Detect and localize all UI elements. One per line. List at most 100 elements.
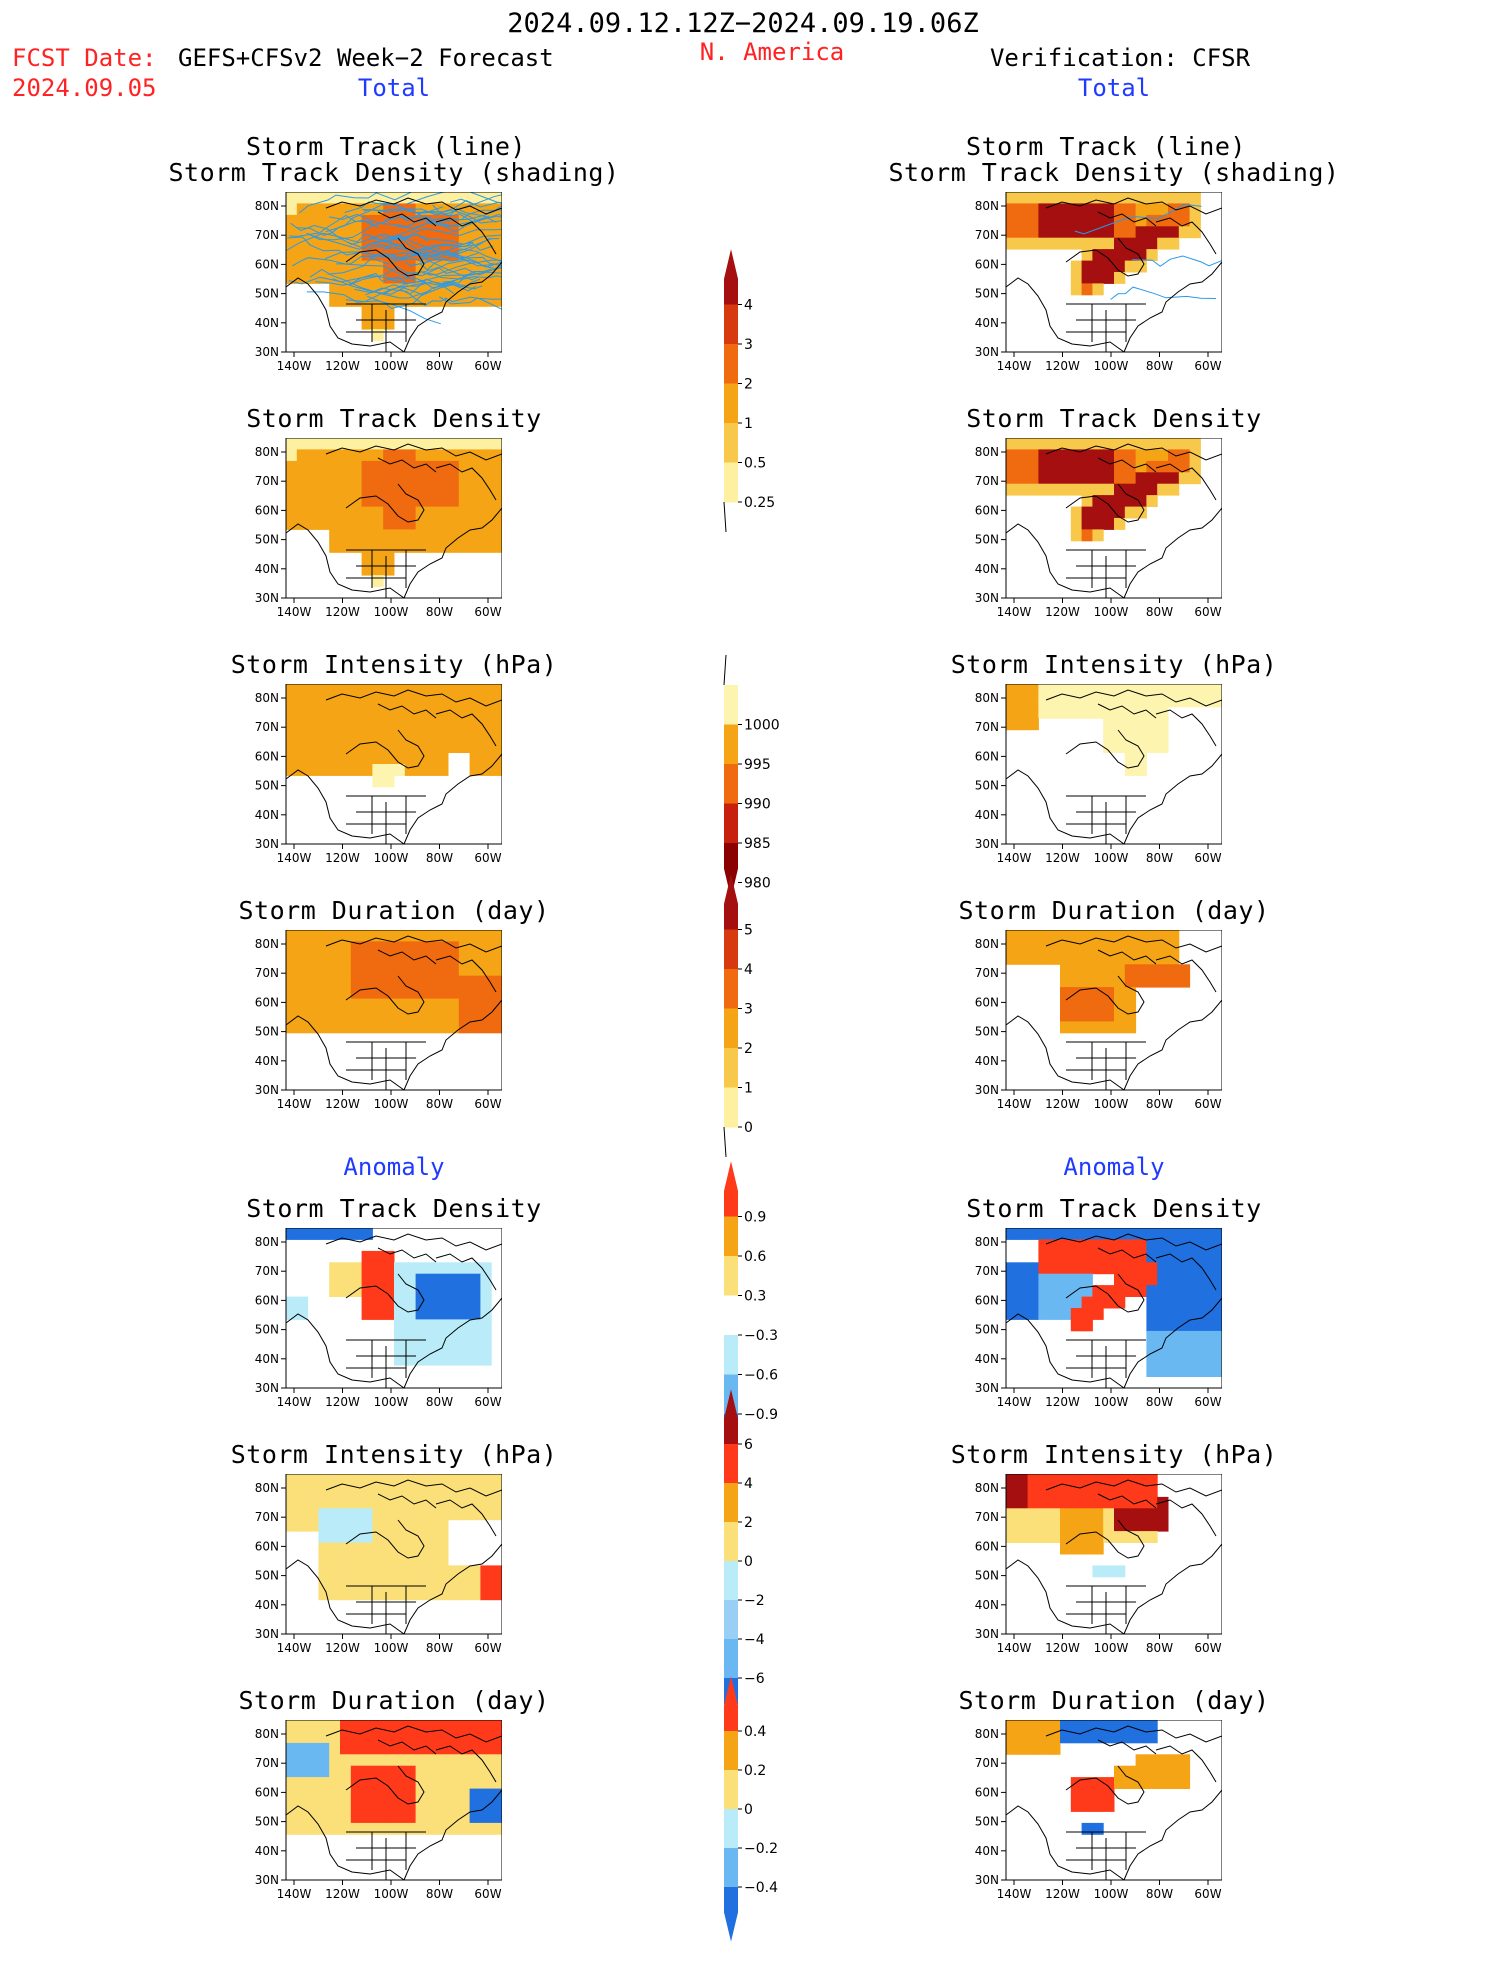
field-cell [1211,1228,1222,1240]
field-cell [394,237,406,250]
field-cell [372,775,384,788]
field-cell [372,575,384,587]
field-cell [1146,930,1158,942]
field-cell [350,964,363,977]
field-cell [1157,930,1169,942]
field-cell [1016,1508,1029,1521]
lon-tick-label: 140W [277,359,312,373]
field-cell [340,706,352,719]
field-cell [1060,438,1072,450]
field-cell [469,1731,481,1744]
field-cell [394,1720,406,1732]
field-cell [1135,695,1147,708]
field-cell [1189,192,1201,204]
field-cell [1092,260,1104,273]
field-cell [383,1720,395,1732]
field-cell [1081,529,1093,542]
field-cell [1006,483,1018,496]
field-cell [1070,1010,1083,1022]
field-cell [1146,495,1158,507]
field-cell [415,192,427,204]
field-cell [1092,1262,1104,1275]
field-cell [1027,1474,1039,1486]
field-cell [1027,1720,1039,1732]
field-cell [437,998,449,1011]
field-cell [318,1519,330,1532]
field-cell [383,1588,395,1601]
field-cell [404,237,417,250]
field-cell [491,283,502,296]
field-cell [415,1542,427,1555]
field-cell [394,684,406,696]
field-cell [383,729,395,742]
field-cell [404,1508,417,1521]
field-cell [1060,1508,1072,1521]
field-cell [296,930,309,942]
field-cell [296,1754,309,1767]
storm-track-line [441,194,502,213]
field-cell [448,1273,460,1286]
colorbar-label: 4 [744,298,753,314]
storm-track-line [439,296,502,310]
field-cell [1135,506,1147,519]
lat-tick-label: 50N [255,1323,279,1337]
field-cell [437,964,449,977]
field-cell [329,975,341,988]
field-cell [1060,449,1072,462]
field-cell [329,1742,341,1755]
field-cell [480,1262,492,1275]
field-cell [1103,1788,1115,1801]
lon-tick-label: 60W [1194,1097,1221,1111]
coastline [1155,1745,1217,1783]
field-cell [296,1800,309,1812]
field-cell [383,449,395,462]
field-cell [404,1576,417,1589]
field-cell [404,706,417,719]
lat-tick-label: 40N [975,808,999,822]
field-cell [1114,741,1126,753]
field-cell [1168,438,1180,450]
lon-tick-label: 100W [374,1641,409,1655]
field-cell [318,1788,330,1801]
field-cell [426,1754,438,1767]
field-cell [340,941,352,954]
field-cell [383,718,395,731]
field-cell [1070,1228,1083,1240]
field-cell [318,1731,330,1744]
lat-tick-label: 30N [255,837,279,851]
field-cell [394,729,406,742]
field-cell [1157,1754,1169,1767]
field-cell [350,1800,363,1812]
field-cell [296,272,309,284]
field-cell [350,941,363,954]
lat-tick-label: 70N [255,1510,279,1524]
field-cell [448,1822,460,1835]
field-cell [1092,1800,1104,1812]
field-cell [394,1565,406,1578]
field-cell [286,987,298,999]
field-cell [458,964,471,977]
field-cell [426,283,438,296]
coastline [1065,1273,1145,1313]
field-cell [491,987,502,999]
field-cell [491,752,502,765]
field-cell [1016,192,1029,204]
field-cell [307,203,319,216]
field-cell [350,1720,363,1732]
field-cell [480,226,492,239]
lat-tick-label: 70N [975,966,999,980]
field-cell [1168,203,1180,216]
field-cell [394,1508,406,1521]
colorbar-swatch [724,1295,738,1336]
field-cell [372,438,384,450]
field-cell [458,1754,471,1767]
field-cell [491,1754,502,1767]
colorbar-swatch [724,685,738,725]
lat-tick-label: 50N [255,1815,279,1829]
field-cell [1049,1531,1061,1543]
field-cell [372,214,384,227]
field-cell [1124,964,1137,977]
field-cell [480,1485,492,1498]
coastline [345,237,425,277]
field-cell [491,729,502,742]
